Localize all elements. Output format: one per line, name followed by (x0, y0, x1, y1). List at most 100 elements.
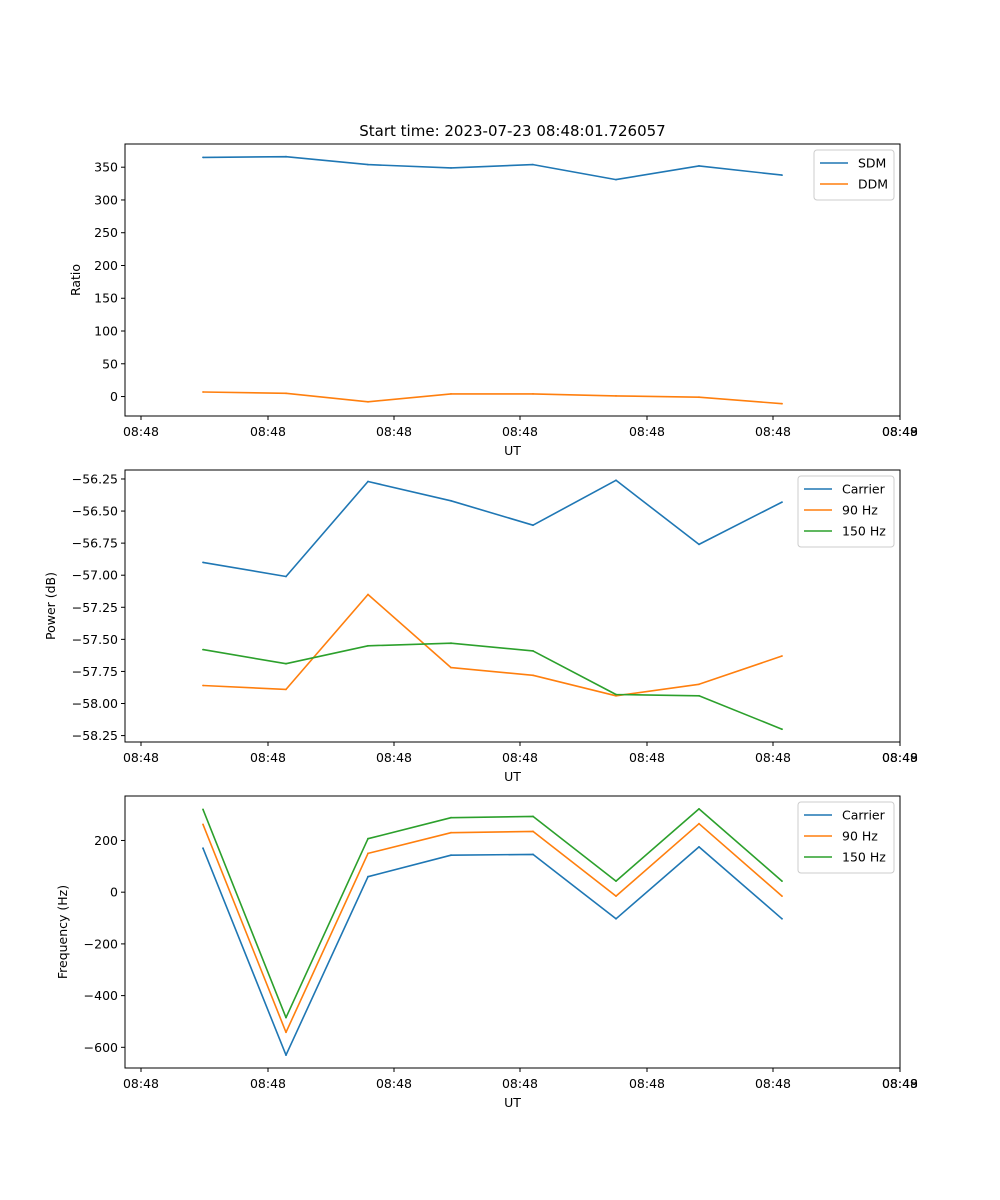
data-point (367, 852, 369, 855)
series-line-sdm (202, 155, 783, 181)
legend-label: Carrier (842, 808, 886, 823)
data-point (202, 391, 204, 393)
data-point (615, 178, 617, 181)
y-tick-label: −57.25 (72, 600, 118, 615)
y-axis-label: Power (dB) (43, 572, 58, 640)
x-tick-label: 08:48 (882, 750, 918, 765)
chart-panel-2: −58.25 −58.00 −57.75 −57.50 −57.25 −57.00 −56.… (43, 469, 918, 784)
data-point (285, 575, 287, 578)
charts-container: Start time: 2023-07-23 08:48:01.726057 0 5… (43, 122, 918, 1110)
legend-box (797, 475, 895, 548)
y-tick-label: −57.75 (72, 664, 118, 679)
data-point (615, 395, 617, 397)
data-point (781, 655, 783, 657)
legend: Carrier 90 Hz 150 Hz (797, 475, 895, 548)
series-line-150-hz (202, 808, 783, 1019)
data-point (367, 480, 369, 483)
data-point (450, 167, 452, 169)
x-axis-label: UT (504, 769, 521, 784)
data-point (285, 392, 287, 395)
legend-label: 150 Hz (842, 524, 886, 539)
x-tick-label: 08:48 (882, 424, 918, 439)
chart-title: Start time: 2023-07-23 08:48:01.726057 (359, 122, 665, 140)
data-point (532, 650, 534, 652)
legend-label: DDM (858, 177, 888, 192)
y-tick-label: 100 (94, 324, 118, 339)
series-line-90-hz (202, 822, 783, 1034)
x-tick-label: 08:48 (502, 424, 538, 439)
y-tick-label: −58.25 (72, 728, 118, 743)
data-point (285, 1054, 287, 1056)
data-point (532, 524, 534, 527)
data-point (781, 880, 783, 882)
x-tick-label: 08:48 (755, 750, 791, 765)
y-tick-label: 150 (94, 291, 118, 306)
x-tick-label: 08:48 (755, 424, 791, 439)
y-tick-label: 250 (94, 225, 118, 240)
series-line-90-hz (202, 593, 783, 697)
legend-label: Carrier (842, 482, 886, 497)
data-point (615, 895, 617, 897)
legend: Carrier 90 Hz 150 Hz (797, 801, 895, 874)
data-point (285, 155, 287, 158)
legend-label: 150 Hz (842, 850, 886, 865)
x-tick-label: 08:48 (629, 1076, 665, 1091)
data-point (781, 174, 783, 177)
data-point (367, 875, 369, 878)
y-tick-label: −56.25 (72, 471, 118, 486)
data-point (450, 831, 452, 834)
data-point (781, 917, 783, 920)
x-tick-label: 08:48 (502, 1076, 538, 1091)
axes-frame (124, 143, 901, 417)
y-tick-label: −400 (84, 988, 118, 1003)
data-point (367, 644, 369, 647)
data-point (532, 674, 534, 677)
chart-panel-1: Start time: 2023-07-23 08:48:01.726057 0 5… (68, 122, 918, 458)
y-tick-label: −600 (84, 1040, 118, 1055)
y-axis-label: Ratio (68, 264, 83, 296)
data-point (367, 593, 369, 596)
data-point (615, 693, 617, 696)
x-tick-label: 08:48 (882, 1076, 918, 1091)
y-tick-label: −57.00 (72, 568, 118, 583)
x-tick-label: 08:48 (250, 750, 286, 765)
x-axis-label: UT (504, 443, 521, 458)
data-point (202, 156, 204, 159)
data-point (781, 895, 783, 897)
data-point (781, 728, 783, 731)
x-tick-label: 08:48 (123, 750, 159, 765)
data-point (285, 688, 287, 691)
data-point (698, 822, 700, 825)
y-tick-label: −58.00 (72, 696, 118, 711)
legend: SDM DDM (813, 149, 895, 201)
data-point (285, 662, 287, 665)
x-tick-label: 08:48 (123, 424, 159, 439)
x-tick-label: 08:48 (250, 424, 286, 439)
data-point (532, 393, 534, 395)
data-point (450, 666, 452, 669)
y-tick-label: 350 (94, 160, 118, 175)
legend-box (797, 801, 895, 874)
data-point (615, 917, 617, 920)
data-point (532, 163, 534, 166)
x-tick-label: 08:49 (882, 1076, 918, 1091)
data-point (781, 402, 783, 405)
data-point (532, 830, 534, 833)
data-point (450, 393, 452, 395)
y-tick-label: 200 (94, 833, 118, 848)
y-tick-label: 300 (94, 192, 118, 207)
legend-label: 90 Hz (842, 829, 878, 844)
data-point (698, 683, 700, 686)
data-point (450, 854, 452, 857)
x-tick-label: 08:48 (502, 750, 538, 765)
data-point (202, 648, 204, 651)
data-point (615, 694, 617, 697)
data-point (698, 396, 700, 399)
data-point (532, 853, 534, 856)
data-point (781, 501, 783, 503)
series-line-ddm (202, 391, 783, 405)
y-tick-label: 200 (94, 258, 118, 273)
data-point (285, 1031, 287, 1034)
data-point (615, 880, 617, 882)
